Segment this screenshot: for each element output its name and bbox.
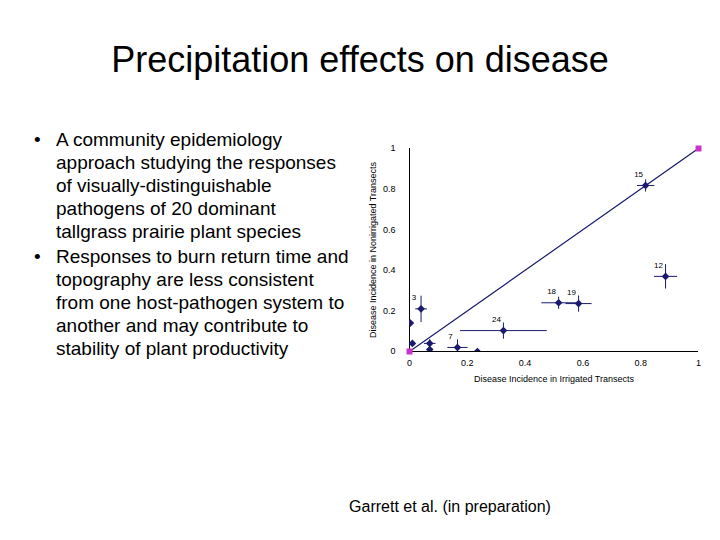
svg-text:0.8: 0.8: [383, 184, 396, 194]
svg-text:0.2: 0.2: [461, 358, 474, 368]
svg-text:3: 3: [412, 293, 417, 302]
svg-text:0.4: 0.4: [383, 265, 396, 275]
html-text:Garrett et al. (in preparation: Garrett et al. (in preparation): [349, 498, 551, 515]
html-text:A community epidemiology appro: A community epidemiology approach studyi…: [56, 129, 336, 242]
svg-text:15: 15: [634, 170, 643, 179]
html-text:Responses to burn return time: Responses to burn return time and topogr…: [56, 246, 349, 359]
svg-text:24: 24: [492, 315, 501, 324]
svg-text:7: 7: [448, 332, 453, 341]
svg-text:1: 1: [696, 358, 701, 368]
svg-text:19: 19: [567, 288, 576, 297]
svg-text:12: 12: [654, 261, 663, 270]
html-text:Precipitation effects on disea: Precipitation effects on disease: [111, 39, 609, 80]
svg-text:0.4: 0.4: [519, 358, 532, 368]
svg-text:1: 1: [390, 143, 395, 153]
svg-text:Disease Incidence in Nonirriga: Disease Incidence in Nonirrigated Transe…: [368, 161, 378, 338]
svg-text:0.8: 0.8: [634, 358, 647, 368]
svg-text:0.6: 0.6: [383, 225, 396, 235]
svg-text:18: 18: [547, 287, 556, 296]
svg-text:0.6: 0.6: [577, 358, 590, 368]
svg-text:0: 0: [390, 346, 395, 356]
svg-text:0: 0: [407, 358, 412, 368]
svg-text:Disease Incidence in Irrigated: Disease Incidence in Irrigated Transects: [474, 374, 635, 384]
svg-text:0.2: 0.2: [383, 306, 396, 316]
